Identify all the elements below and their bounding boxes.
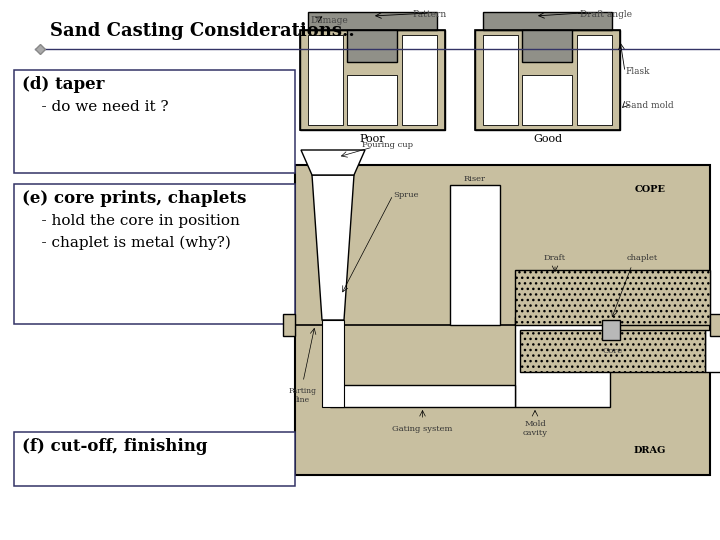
Bar [520, 330, 705, 372]
Text: DRAG: DRAG [634, 446, 666, 455]
Text: Sprue: Sprue [393, 191, 418, 199]
Polygon shape [312, 175, 354, 320]
Bar [347, 75, 397, 125]
Text: chaplet: chaplet [626, 254, 657, 262]
Text: (d) taper: (d) taper [22, 76, 105, 93]
Text: Parting
line: Parting line [289, 387, 317, 404]
Text: Core: Core [603, 347, 623, 355]
Text: Flask: Flask [625, 68, 649, 77]
Text: Pattern: Pattern [413, 10, 447, 19]
Text: Sand Casting Considerations..: Sand Casting Considerations.. [50, 22, 355, 39]
Bar [347, 30, 397, 62]
Text: Riser: Riser [464, 175, 486, 183]
Bar [705, 330, 720, 372]
Polygon shape [301, 150, 365, 175]
Text: Gating system: Gating system [392, 425, 453, 433]
Bar [300, 30, 445, 130]
Text: (f) cut-off, finishing: (f) cut-off, finishing [22, 438, 208, 455]
Bar [522, 30, 572, 62]
Bar [475, 30, 620, 130]
Bar [483, 35, 518, 125]
Text: Good: Good [533, 134, 562, 144]
Bar [710, 314, 720, 336]
Bar [308, 12, 437, 30]
Text: COPE: COPE [634, 185, 665, 194]
Bar [283, 314, 295, 336]
Bar [483, 12, 612, 30]
Bar [602, 320, 620, 340]
Text: Draft: Draft [544, 254, 566, 262]
Text: - chaplet is metal (why?): - chaplet is metal (why?) [22, 235, 231, 250]
Bar [515, 317, 610, 407]
FancyBboxPatch shape [14, 70, 295, 173]
Bar [322, 320, 344, 407]
Bar [295, 165, 710, 475]
Bar [475, 30, 620, 130]
Bar [402, 35, 437, 125]
Text: (e) core prints, chaplets: (e) core prints, chaplets [22, 190, 247, 207]
Bar [522, 75, 572, 125]
Bar [577, 35, 612, 125]
Text: Poor: Poor [360, 134, 385, 144]
Text: Draft angle: Draft angle [580, 10, 632, 19]
Bar [330, 385, 515, 407]
Text: Mold
cavity: Mold cavity [523, 420, 547, 437]
Text: Damage: Damage [310, 16, 348, 25]
Bar [308, 35, 343, 125]
Text: Sand mold: Sand mold [625, 100, 674, 110]
Text: Pouring cup: Pouring cup [362, 141, 413, 149]
Text: - do we need it ?: - do we need it ? [22, 100, 169, 114]
FancyBboxPatch shape [14, 432, 295, 486]
Bar [450, 185, 500, 325]
FancyBboxPatch shape [14, 184, 295, 324]
Text: - hold the core in position: - hold the core in position [22, 214, 240, 227]
Bar [515, 270, 710, 325]
Bar [300, 30, 445, 130]
